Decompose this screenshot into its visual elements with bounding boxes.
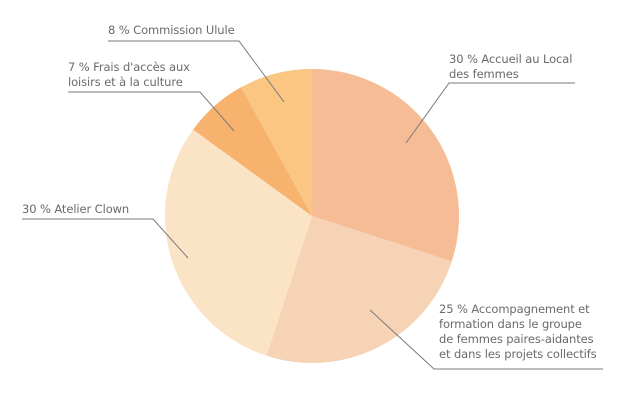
label-accompagnement: 25 % Accompagnement et formation dans le… — [439, 302, 597, 361]
leader-line-accompagnement — [369, 309, 603, 370]
label-commission: 8 % Commission Ulule — [108, 23, 235, 37]
pie-slice-4 — [241, 69, 312, 216]
pie-slice-3 — [193, 87, 312, 216]
leader-line-clown — [22, 218, 189, 259]
pie-slice-2 — [165, 129, 312, 356]
label-accueil: 30 % Accueil au Local des femmes — [449, 52, 573, 81]
pie-slice-1 — [266, 216, 452, 363]
pie-slices — [165, 69, 459, 363]
leader-line-frais — [68, 91, 235, 132]
leader-line-commission — [108, 40, 285, 103]
pie-slice-0 — [312, 69, 459, 262]
label-clown: 30 % Atelier Clown — [22, 202, 130, 216]
label-frais: 7 % Frais d'accès aux loisirs et à la cu… — [68, 60, 190, 89]
leader-line-accueil — [405, 82, 575, 144]
leader-lines — [22, 40, 603, 370]
